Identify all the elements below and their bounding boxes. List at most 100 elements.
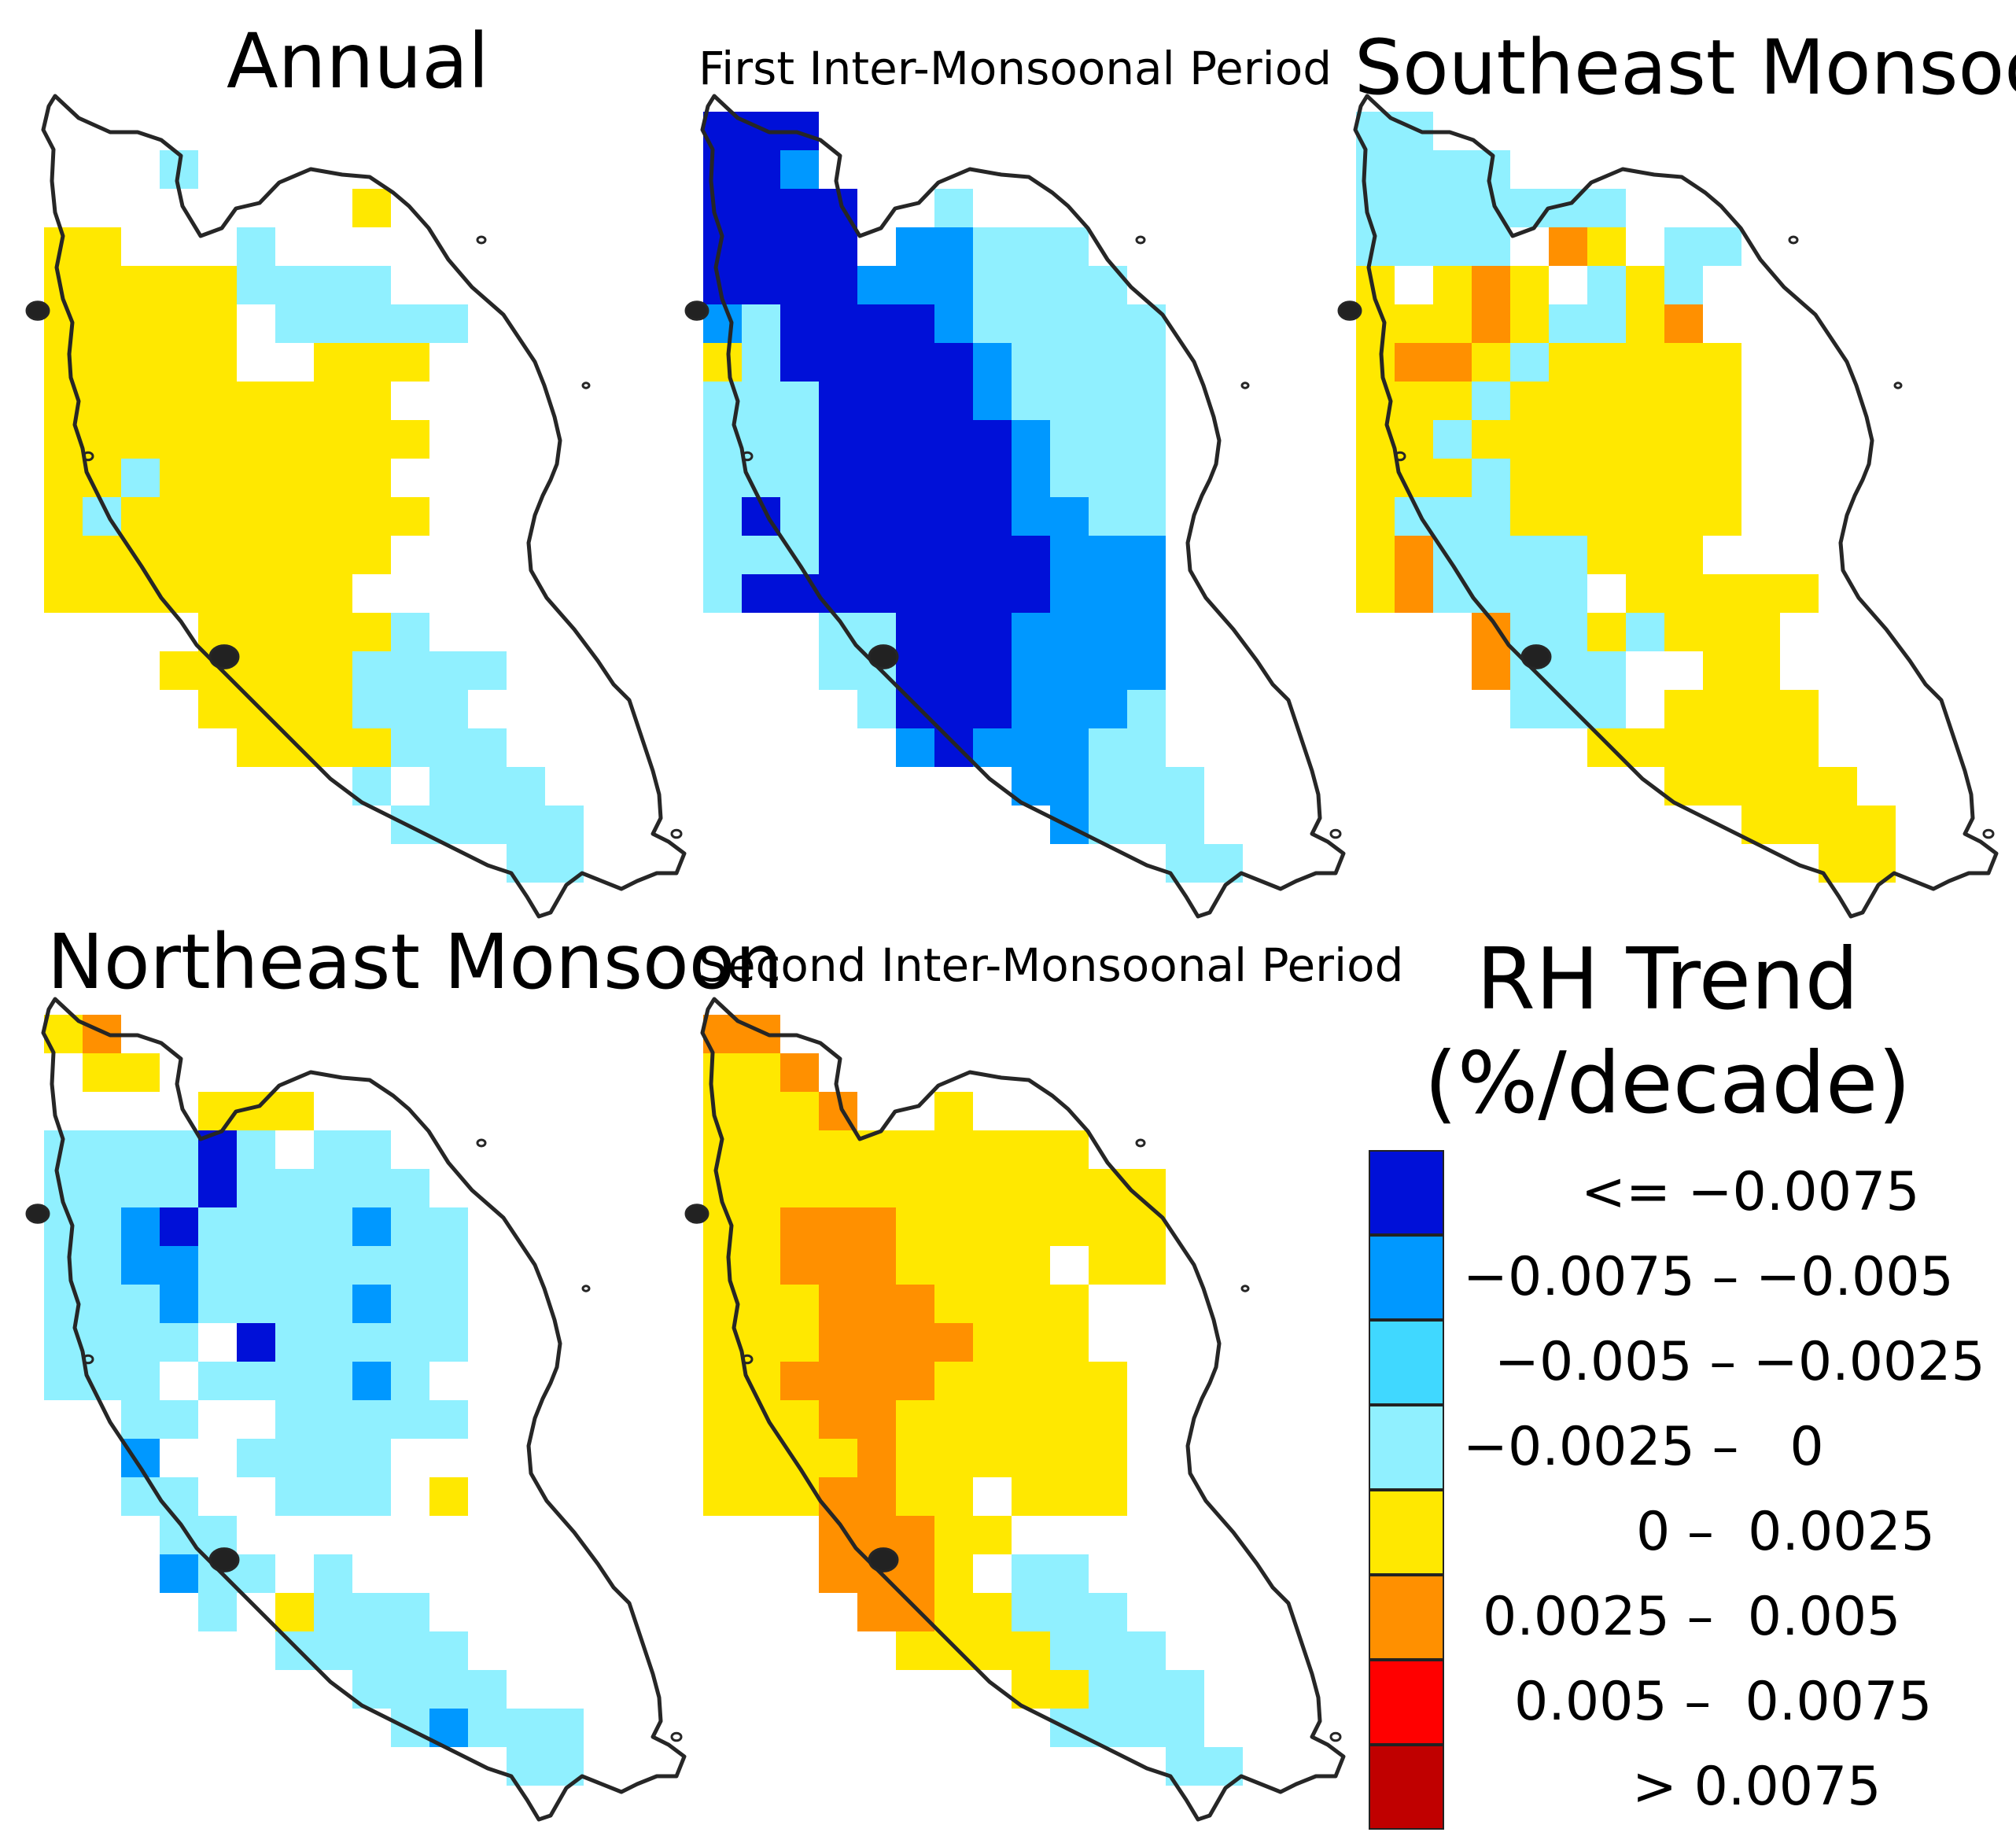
legend-swatch <box>1369 1660 1444 1745</box>
trend-cell <box>275 613 314 651</box>
trend-cell <box>1741 574 1780 613</box>
trend-cell <box>1510 613 1549 651</box>
trend-cell <box>1012 1130 1050 1169</box>
trend-cell <box>1089 459 1127 497</box>
trend-cell <box>121 382 160 420</box>
trend-cell <box>1549 343 1587 382</box>
island <box>1337 300 1362 321</box>
trend-cell <box>44 497 83 536</box>
trend-cell <box>703 304 742 343</box>
trend-cell <box>314 651 352 690</box>
trend-cell <box>352 1323 391 1362</box>
panel-title-second-inter-monsoonal: Second Inter-Monsoonal Period <box>698 938 1404 992</box>
island <box>25 300 50 321</box>
trend-cell <box>934 227 973 266</box>
trend-cell <box>1703 651 1741 690</box>
trend-cell <box>1587 613 1626 651</box>
trend-cell <box>1050 1400 1089 1439</box>
trend-cell <box>742 382 780 420</box>
trend-cell <box>391 420 429 459</box>
trend-cell <box>1703 767 1741 806</box>
trend-cell <box>160 1477 198 1516</box>
trend-cell <box>973 382 1012 420</box>
trend-cell <box>468 728 507 767</box>
legend-swatch <box>1369 1575 1444 1660</box>
trend-cell <box>896 1400 934 1439</box>
trend-cell <box>934 1477 973 1516</box>
trend-cell <box>857 382 896 420</box>
legend-swatch <box>1369 1745 1444 1830</box>
trend-cell <box>819 459 857 497</box>
trend-cell <box>934 266 973 304</box>
trend-cell <box>934 1246 973 1285</box>
island <box>868 1547 899 1572</box>
trend-cell <box>1819 806 1857 844</box>
trend-cell <box>1166 1670 1204 1709</box>
trend-cell <box>1510 189 1549 227</box>
trend-cell <box>1780 690 1819 728</box>
trend-cell <box>1050 728 1089 767</box>
trend-cell <box>1703 728 1741 767</box>
trend-cell <box>352 459 391 497</box>
trend-cell <box>1433 497 1472 536</box>
trend-cell <box>352 1207 391 1246</box>
trend-cell <box>896 613 934 651</box>
trend-cell <box>1587 266 1626 304</box>
trend-cell <box>780 574 819 613</box>
trend-cell <box>237 536 275 574</box>
trend-cell <box>352 1169 391 1207</box>
trend-cell <box>1012 1207 1050 1246</box>
trend-cell <box>198 459 237 497</box>
trend-cell <box>391 651 429 690</box>
trend-cell <box>780 266 819 304</box>
trend-cell <box>780 1169 819 1207</box>
trend-cell <box>429 1323 468 1362</box>
trend-cell <box>1089 1169 1127 1207</box>
trend-cell <box>857 613 896 651</box>
trend-cell <box>1127 613 1166 651</box>
trend-cell <box>857 497 896 536</box>
trend-cell <box>237 1169 275 1207</box>
trend-cell <box>275 1285 314 1323</box>
legend-swatch <box>1369 1490 1444 1575</box>
trend-cell <box>121 1246 160 1285</box>
trend-cell <box>934 343 973 382</box>
trend-cell <box>1626 497 1664 536</box>
trend-cell <box>1549 536 1587 574</box>
map-panel-second-inter-monsoonal <box>684 997 1346 1822</box>
trend-cell <box>1089 1631 1127 1670</box>
trend-cell <box>1549 227 1587 266</box>
trend-cell <box>1089 767 1127 806</box>
trend-cell <box>1433 420 1472 459</box>
trend-cell <box>1089 690 1127 728</box>
trend-cell <box>819 1130 857 1169</box>
trend-cell <box>1510 382 1549 420</box>
island <box>684 300 709 321</box>
trend-cell <box>314 1631 352 1670</box>
trend-cell <box>1089 1246 1127 1285</box>
trend-cell <box>275 690 314 728</box>
trend-cell <box>275 459 314 497</box>
trend-cell <box>1050 536 1089 574</box>
trend-cell <box>1472 343 1510 382</box>
trend-cell <box>896 1477 934 1516</box>
trend-cell <box>314 459 352 497</box>
trend-cell <box>896 1246 934 1285</box>
trend-cell <box>857 343 896 382</box>
trend-cell <box>703 536 742 574</box>
trend-cell <box>973 459 1012 497</box>
trend-cell <box>1857 806 1896 844</box>
trend-cell <box>1780 767 1819 806</box>
trend-cell <box>1472 227 1510 266</box>
trend-cell <box>121 497 160 536</box>
trend-cell <box>1395 536 1433 574</box>
trend-cell <box>1127 767 1166 806</box>
trend-cell <box>1012 382 1050 420</box>
trend-cell <box>314 1169 352 1207</box>
trend-cell <box>1089 497 1127 536</box>
trend-cell <box>1050 574 1089 613</box>
legend-swatch <box>1369 1320 1444 1405</box>
trend-cell <box>198 266 237 304</box>
trend-cell <box>896 728 934 767</box>
trend-cell <box>703 1092 742 1130</box>
